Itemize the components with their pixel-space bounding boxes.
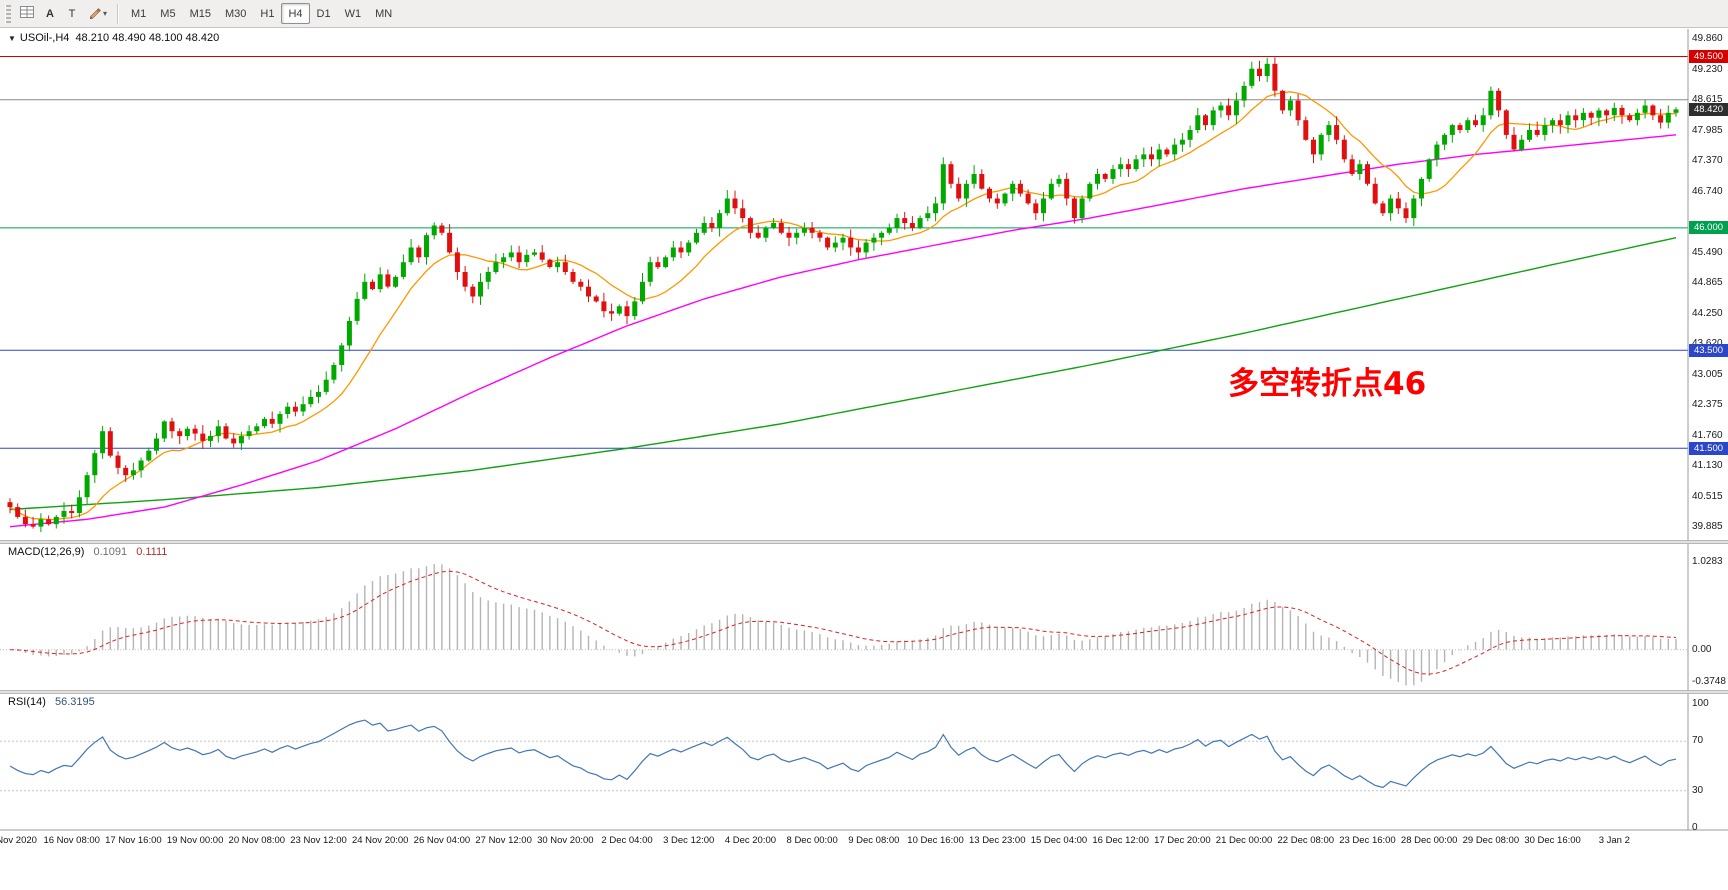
price-tick-label: 42.375 (1692, 399, 1723, 411)
macd-label: MACD(12,26,9) (8, 546, 85, 558)
toolbar-drag-handle[interactable] (5, 4, 11, 23)
rsi-panel-divider[interactable] (0, 690, 1728, 694)
time-label: 13 Dec 23:00 (968, 835, 1026, 846)
rsi-tick-label: 70 (1692, 735, 1704, 747)
text-label-tool-button[interactable]: A (46, 7, 54, 20)
time-label: 8 Dec 00:00 (786, 835, 838, 846)
chart-dropdown-icon[interactable]: ▼ (8, 34, 16, 43)
macd-main-value: 0.1091 (93, 546, 128, 558)
crayon-icon (88, 6, 101, 22)
price-tag: 43.500 (1689, 343, 1728, 357)
price-tick-label: 47.985 (1692, 124, 1723, 136)
rsi-header: RSI(14) 56.3195 (8, 696, 95, 708)
macd-tick-label: -0.3748 (1692, 675, 1726, 687)
text-tool-button[interactable]: T (68, 7, 76, 20)
timeframe-h4-button[interactable]: H4 (281, 3, 310, 24)
time-label: 28 Dec 00:00 (1400, 835, 1458, 846)
rsi-tick-label: 0 (1692, 822, 1698, 833)
chart-annotation-text[interactable]: 多空转折点46 (1228, 366, 1427, 402)
macd-tick-label: 0.00 (1692, 643, 1712, 655)
time-label: 16 Dec 12:00 (1092, 835, 1149, 846)
macd-tick-label: 1.0283 (1692, 556, 1723, 568)
timeframe-m5-button[interactable]: M5 (160, 7, 176, 20)
price-tag: 49.500 (1689, 49, 1728, 63)
timeframe-m30-button[interactable]: M30 (224, 7, 247, 20)
horizontal-line-objects[interactable] (0, 56, 1688, 449)
draw-tool-button[interactable]: ▾ (83, 3, 112, 24)
time-label: 3 Dec 12:00 (663, 835, 715, 846)
time-label: 26 Nov 04:00 (413, 835, 471, 846)
price-tick-label: 49.860 (1692, 32, 1723, 44)
toolbar-separator (117, 3, 120, 24)
rsi-tick-label: 30 (1692, 784, 1704, 796)
price-tick-label: 41.130 (1692, 460, 1723, 472)
ma-slow-line (9, 237, 1677, 511)
macd-header: MACD(12,26,9) 0.1091 0.1111 (8, 546, 167, 558)
macd-signal-value: 0.1111 (136, 546, 168, 558)
time-label: 17 Nov 16:00 (105, 835, 162, 846)
price-tick-label: 39.885 (1692, 521, 1723, 533)
time-label: 21 Dec 00:00 (1215, 835, 1273, 846)
price-tick-label: 45.490 (1692, 246, 1723, 258)
symbol-period-label: USOil-,H4 (19, 32, 70, 44)
time-label: 19 Nov 00:00 (166, 835, 224, 846)
timeframe-m15-button[interactable]: M15 (189, 7, 211, 20)
price-tick-label: 46.740 (1692, 185, 1723, 197)
time-label: 16 Nov 08:00 (43, 835, 100, 846)
time-label: 20 Nov 08:00 (228, 835, 286, 846)
time-label: 22 Dec 08:00 (1277, 835, 1335, 846)
time-label: 30 Nov 20:00 (537, 835, 594, 846)
rsi-tick-label: 100 (1692, 698, 1709, 709)
time-label: 10 Dec 16:00 (907, 835, 964, 846)
price-tag: 41.500 (1689, 441, 1728, 455)
price-tick-label: 47.370 (1692, 154, 1723, 166)
time-label: 23 Nov 12:00 (290, 835, 347, 846)
timeframe-mn-button[interactable]: MN (375, 7, 393, 20)
rsi-value: 56.3195 (54, 696, 95, 708)
time-label: 15 Dec 04:00 (1030, 835, 1088, 846)
macd-histogram (17, 564, 1677, 686)
time-label: 2 Dec 04:00 (601, 835, 653, 846)
rsi-line (9, 719, 1677, 789)
time-label: 4 Dec 20:00 (724, 835, 777, 846)
time-label: 3 Jan 2 (1598, 835, 1630, 846)
timeframe-d1-button[interactable]: D1 (316, 7, 331, 20)
time-label: 30 Dec 16:00 (1524, 835, 1581, 846)
price-tick-label: 44.865 (1692, 277, 1723, 289)
tick-chart-button[interactable] (15, 3, 39, 24)
time-label: 13 Nov 2020 (0, 835, 37, 846)
last-price-tag: 48.420 (1689, 102, 1728, 116)
time-label: 17 Dec 20:00 (1154, 835, 1211, 846)
candles-series (7, 57, 1679, 532)
timeframe-w1-button[interactable]: W1 (344, 7, 362, 20)
chevron-down-icon: ▾ (103, 9, 108, 18)
ohlc-values: 48.210 48.490 48.100 48.420 (75, 32, 220, 44)
time-label: 29 Dec 08:00 (1462, 835, 1520, 846)
price-tick-label: 41.760 (1692, 429, 1723, 441)
macd-panel-divider[interactable] (0, 540, 1728, 544)
tick-chart-icon (20, 6, 34, 21)
time-label: 24 Nov 20:00 (351, 835, 409, 846)
price-tick-label: 40.515 (1692, 490, 1723, 502)
timeframe-m1-button[interactable]: M1 (131, 7, 147, 20)
price-tick-label: 43.005 (1692, 368, 1723, 380)
rsi-label: RSI(14) (8, 696, 46, 708)
ma-mid-line (9, 134, 1677, 528)
time-label: 23 Dec 16:00 (1339, 835, 1396, 846)
toolbar: A T ▾ M1 M5 M15 M30 H1 H4 D1 W1 MN (0, 0, 1728, 28)
chart-symbol-header: ▼ USOil-,H4 48.210 48.490 48.100 48.420 (8, 32, 219, 44)
price-tick-label: 48.615 (1692, 93, 1723, 105)
time-label: 27 Nov 12:00 (475, 835, 532, 846)
price-tick-label: 49.230 (1692, 63, 1723, 75)
ma-fast-line (9, 91, 1677, 521)
macd-signal-line (9, 570, 1677, 675)
price-tag: 46.000 (1689, 221, 1728, 235)
price-tick-label: 44.250 (1692, 307, 1723, 319)
timeframe-h1-button[interactable]: H1 (260, 7, 275, 20)
time-label: 9 Dec 08:00 (848, 835, 900, 846)
